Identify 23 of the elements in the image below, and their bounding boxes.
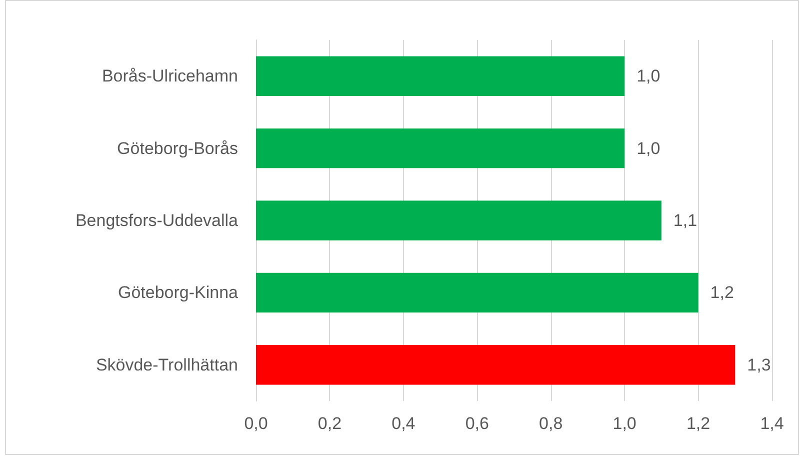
y-tick-label: Borås-Ulricehamn [102, 66, 238, 86]
x-tick-label: 0,6 [465, 414, 489, 433]
x-tick-label: 0,8 [539, 414, 563, 433]
bar [256, 272, 698, 313]
bar [256, 128, 625, 168]
bar [256, 200, 662, 240]
x-tick-label: 1,0 [612, 414, 636, 433]
x-tick-label: 0,2 [318, 414, 342, 433]
bar [256, 345, 736, 385]
data-label: 1,0 [636, 138, 660, 158]
y-tick-label: Skövde-Trollhättan [96, 355, 238, 374]
x-tick-label: 0,4 [392, 414, 416, 433]
data-label: 1,0 [636, 66, 660, 86]
x-tick-label: 1,4 [760, 414, 784, 433]
data-label: 1,1 [673, 211, 698, 230]
y-tick-label: Bengtsfors-Uddevalla [75, 211, 239, 230]
x-tick-label: 1,2 [686, 414, 710, 433]
data-label: 1,2 [710, 283, 734, 302]
x-tick-label: 0,0 [244, 414, 268, 433]
y-tick-label: Göteborg-Kinna [118, 283, 239, 302]
y-tick-label: Göteborg-Borås [117, 138, 238, 158]
bar [256, 56, 625, 96]
data-label: 1,3 [747, 355, 771, 374]
